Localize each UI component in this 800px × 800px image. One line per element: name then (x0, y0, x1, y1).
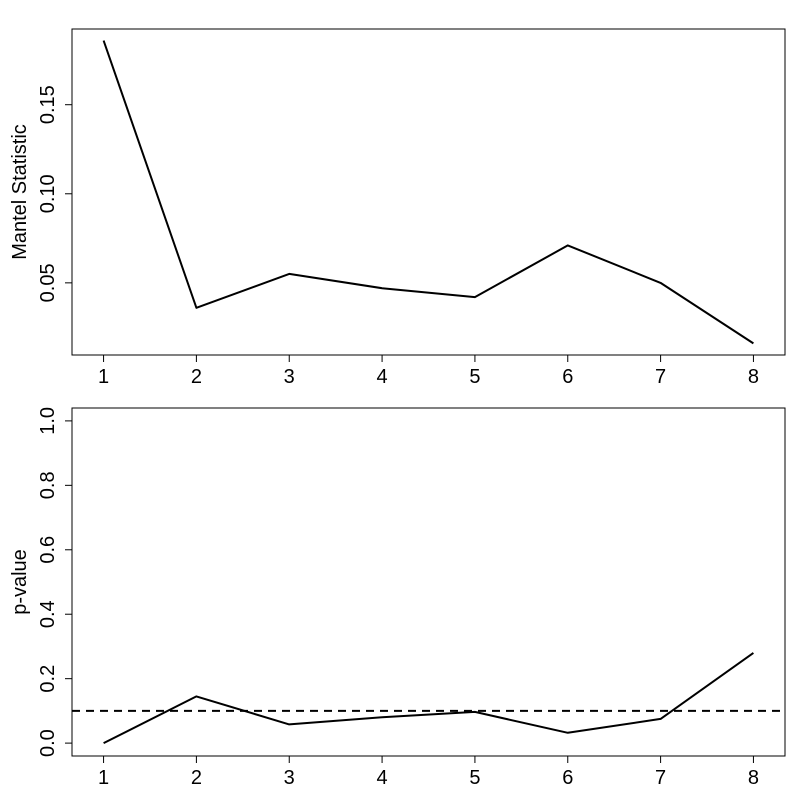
x-tick-label: 7 (655, 767, 666, 789)
plot-frame (71, 407, 786, 757)
x-tick-label: 2 (191, 767, 202, 789)
y-tick-label: 1.0 (37, 407, 59, 435)
x-tick-label: 8 (748, 767, 759, 789)
x-tick-label: 5 (469, 366, 480, 388)
y-tick-label: 0.6 (37, 536, 59, 564)
x-tick-label: 1 (98, 767, 109, 789)
y-tick-label: 0.10 (37, 174, 59, 213)
x-tick-label: 1 (98, 366, 109, 388)
p-value-panel: 1 2 3 4 5 6 7 8 0.0 0.2 0.4 0.6 0.8 1.0 p-value (9, 407, 786, 789)
x-tick-label: 3 (284, 767, 295, 789)
x-tick-label: 4 (377, 366, 388, 388)
y-tick-label: 0.8 (37, 471, 59, 499)
x-tick-label: 5 (469, 767, 480, 789)
x-tick-label: 6 (562, 366, 573, 388)
plot-frame (71, 28, 786, 356)
x-tick-label: 2 (191, 366, 202, 388)
y-tick-label: 0.05 (37, 263, 59, 302)
x-tick-label: 8 (748, 366, 759, 388)
series-line (102, 40, 754, 345)
series-line (103, 652, 754, 744)
y-axis-label: Mantel Statistic (9, 124, 31, 260)
y-tick-label: 0.2 (37, 665, 59, 693)
mantel-statistic-panel: 1 2 3 4 5 6 7 8 0.05 0.10 0.15 Mantel Statistic (9, 28, 786, 388)
x-tick-label: 7 (655, 366, 666, 388)
y-axis-label: p-value (9, 549, 31, 615)
y-tick-label: 0.4 (37, 600, 59, 628)
y-tick-label: 0.15 (37, 85, 59, 124)
x-tick-label: 3 (284, 366, 295, 388)
x-tick-label: 4 (377, 767, 388, 789)
y-tick-label: 0.0 (37, 729, 59, 757)
x-tick-label: 6 (562, 767, 573, 789)
